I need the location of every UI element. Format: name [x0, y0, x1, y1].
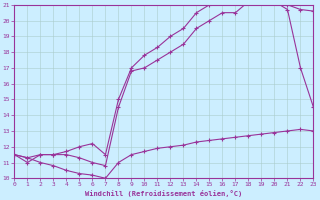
X-axis label: Windchill (Refroidissement éolien,°C): Windchill (Refroidissement éolien,°C) [85, 190, 243, 197]
